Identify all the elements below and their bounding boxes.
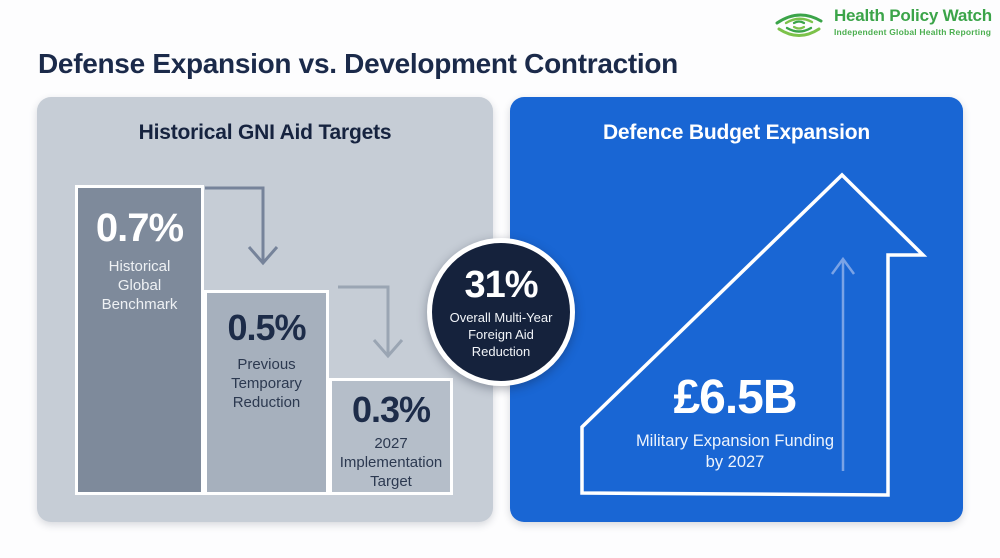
defence-expansion-panel: Defence Budget Expansion £6.5B Military … <box>510 97 963 522</box>
reduction-value: 31% <box>464 263 538 306</box>
page-title: Defense Expansion vs. Development Contra… <box>38 48 678 79</box>
bar-label: 2027 Implementation Target <box>339 435 443 490</box>
bar-label: Previous Temporary Reduction <box>231 356 302 411</box>
logo-name: Health Policy Watch <box>833 6 992 25</box>
defence-expansion-header: Defence Budget Expansion <box>602 121 871 144</box>
funding-label: Military Expansion Funding by 2027 <box>635 432 835 471</box>
aid-targets-header: Historical GNI Aid Targets <box>138 121 392 144</box>
funding-value: £6.5B <box>673 371 797 424</box>
bar-value: 0.3% <box>351 389 431 430</box>
military-funding-callout: £6.5B Military Expansion Funding by 2027 <box>595 373 875 473</box>
aid-targets-panel: Historical GNI Aid Targets 0.7% Historic… <box>37 97 493 522</box>
bar-2027-target: 0.3% 2027 Implementation Target <box>329 378 453 495</box>
bar-value: 0.7% <box>95 206 184 250</box>
bar-previous-reduction: 0.5% Previous Temporary Reduction <box>204 290 329 495</box>
health-policy-watch-logo: Health Policy Watch Independent Global H… <box>772 6 992 49</box>
bar-historical-benchmark: 0.7% Historical Global Benchmark <box>75 185 204 495</box>
logo-text: Health Policy Watch Independent Global H… <box>834 6 992 37</box>
bar-label: Historical Global Benchmark <box>101 258 178 313</box>
logo-tagline: Independent Global Health Reporting <box>833 27 992 37</box>
reduction-badge: 31% Overall Multi-Year Foreign Aid Reduc… <box>427 238 575 386</box>
bar-value: 0.5% <box>227 307 306 348</box>
reduction-label: Overall Multi-Year Foreign Aid Reduction <box>449 309 553 359</box>
eye-icon <box>772 6 826 49</box>
